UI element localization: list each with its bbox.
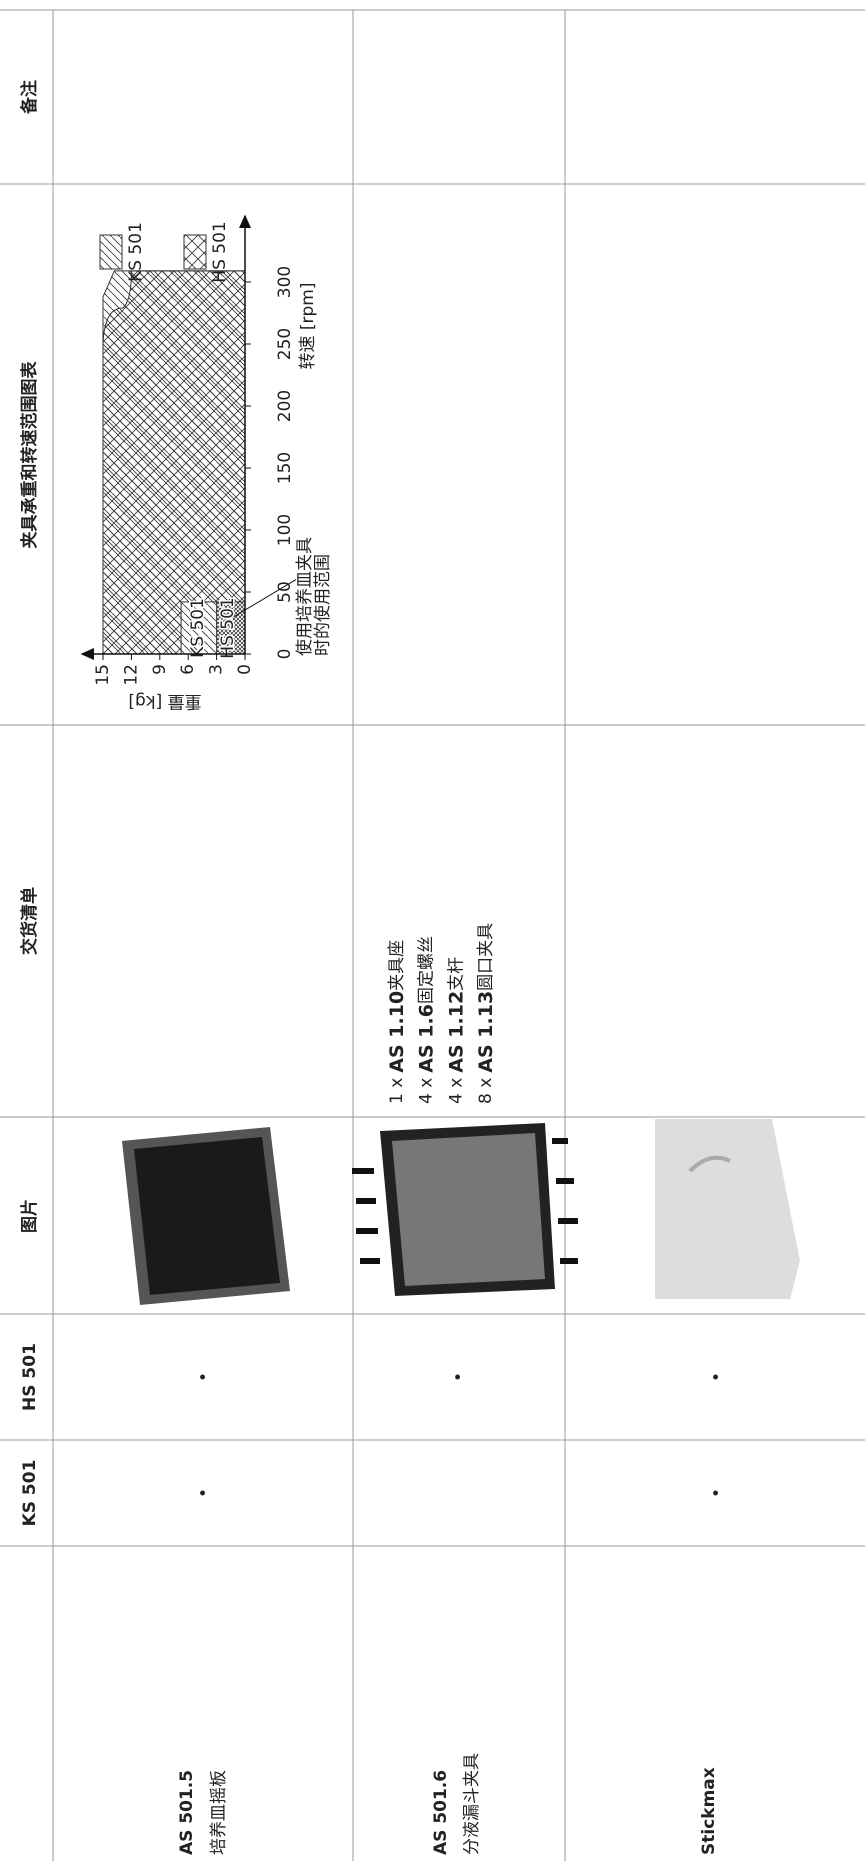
x-axis-label: 转速 [rpm] <box>298 282 318 369</box>
delivery-item: 1 x AS 1.10夹具座 <box>386 940 408 1104</box>
item-name: 支杆 <box>446 957 466 991</box>
annotation: 使用培养皿夹具 <box>294 537 315 656</box>
annotation: 时的使用范围 <box>312 554 333 656</box>
dot: • <box>707 1372 727 1382</box>
x-tick-label: 50 <box>275 581 295 603</box>
x-tick-label: 200 <box>275 390 295 422</box>
product-subtitle: 培养皿摇板 <box>209 1770 229 1855</box>
x-tick-label: 250 <box>275 328 295 360</box>
product-subtitle: 分液漏斗夹具 <box>462 1753 482 1855</box>
header: 交货清单 <box>19 887 40 955</box>
product-name: AS 501.6 <box>431 1770 451 1855</box>
header: 备注 <box>19 80 40 115</box>
y-tick-label: 9 <box>150 664 170 675</box>
code: AS 1.13 <box>475 991 497 1073</box>
y-tick-label: 15 <box>93 664 113 686</box>
region-label: HS 501 <box>218 597 238 658</box>
item-name: 固定螺丝 <box>417 936 437 1004</box>
product-image <box>122 1127 290 1305</box>
code: AS 1.6 <box>415 1004 437 1073</box>
dot: • <box>194 1488 214 1498</box>
header: KS 501 <box>20 1460 40 1527</box>
header: HS 501 <box>20 1343 40 1411</box>
y-tick-label: 3 <box>207 664 227 675</box>
x-tick-label: 300 <box>275 266 295 298</box>
code: AS 1.12 <box>445 991 467 1073</box>
x-tick-label: 100 <box>275 514 295 546</box>
header: 图片 <box>19 1199 40 1233</box>
region-label: KS 501 <box>188 598 208 658</box>
y-tick-label: 0 <box>235 664 255 675</box>
x-tick-label: 150 <box>275 452 295 484</box>
y-tick-label: 6 <box>178 664 198 675</box>
legend-swatch <box>99 234 123 270</box>
code: AS 1.10 <box>386 991 408 1073</box>
delivery-item: 4 x AS 1.12支杆 <box>445 957 467 1104</box>
ks-small-region <box>181 601 217 654</box>
header: 夹具承重和转速范围图表 <box>19 361 40 549</box>
quantity: 8 x <box>476 1078 496 1104</box>
y-axis-label: 重量 [kg] <box>128 691 201 711</box>
hs-small-region <box>216 601 246 654</box>
x-tick-label: 0 <box>275 649 295 660</box>
product-image <box>655 1119 800 1299</box>
legend-label: KS 501 <box>126 222 146 282</box>
item-name: 圆口夹具 <box>476 923 496 991</box>
legend-label: HS 501 <box>210 221 230 282</box>
item-name: 夹具座 <box>387 940 407 991</box>
dot: • <box>194 1372 214 1382</box>
dot: • <box>707 1488 727 1498</box>
y-tick-label: 12 <box>121 664 141 686</box>
delivery-item: 4 x AS 1.6固定螺丝 <box>415 936 437 1104</box>
hs-region <box>102 270 246 655</box>
quantity: 4 x <box>417 1078 437 1104</box>
product-name: Stickmax <box>699 1767 719 1855</box>
delivery-item: 8 x AS 1.13圆口夹具 <box>475 923 497 1104</box>
legend-swatch <box>183 234 207 270</box>
dot: • <box>449 1372 469 1382</box>
quantity: 1 x <box>387 1078 407 1104</box>
product-name: AS 501.5 <box>177 1770 197 1855</box>
product-image <box>352 1123 578 1296</box>
leader-line <box>233 579 297 618</box>
quantity: 4 x <box>446 1078 466 1104</box>
rotated-table: KS 501 HS 501 图片 交货清单 夹具承重和转速范围图表 备注 AS … <box>0 9 865 1861</box>
